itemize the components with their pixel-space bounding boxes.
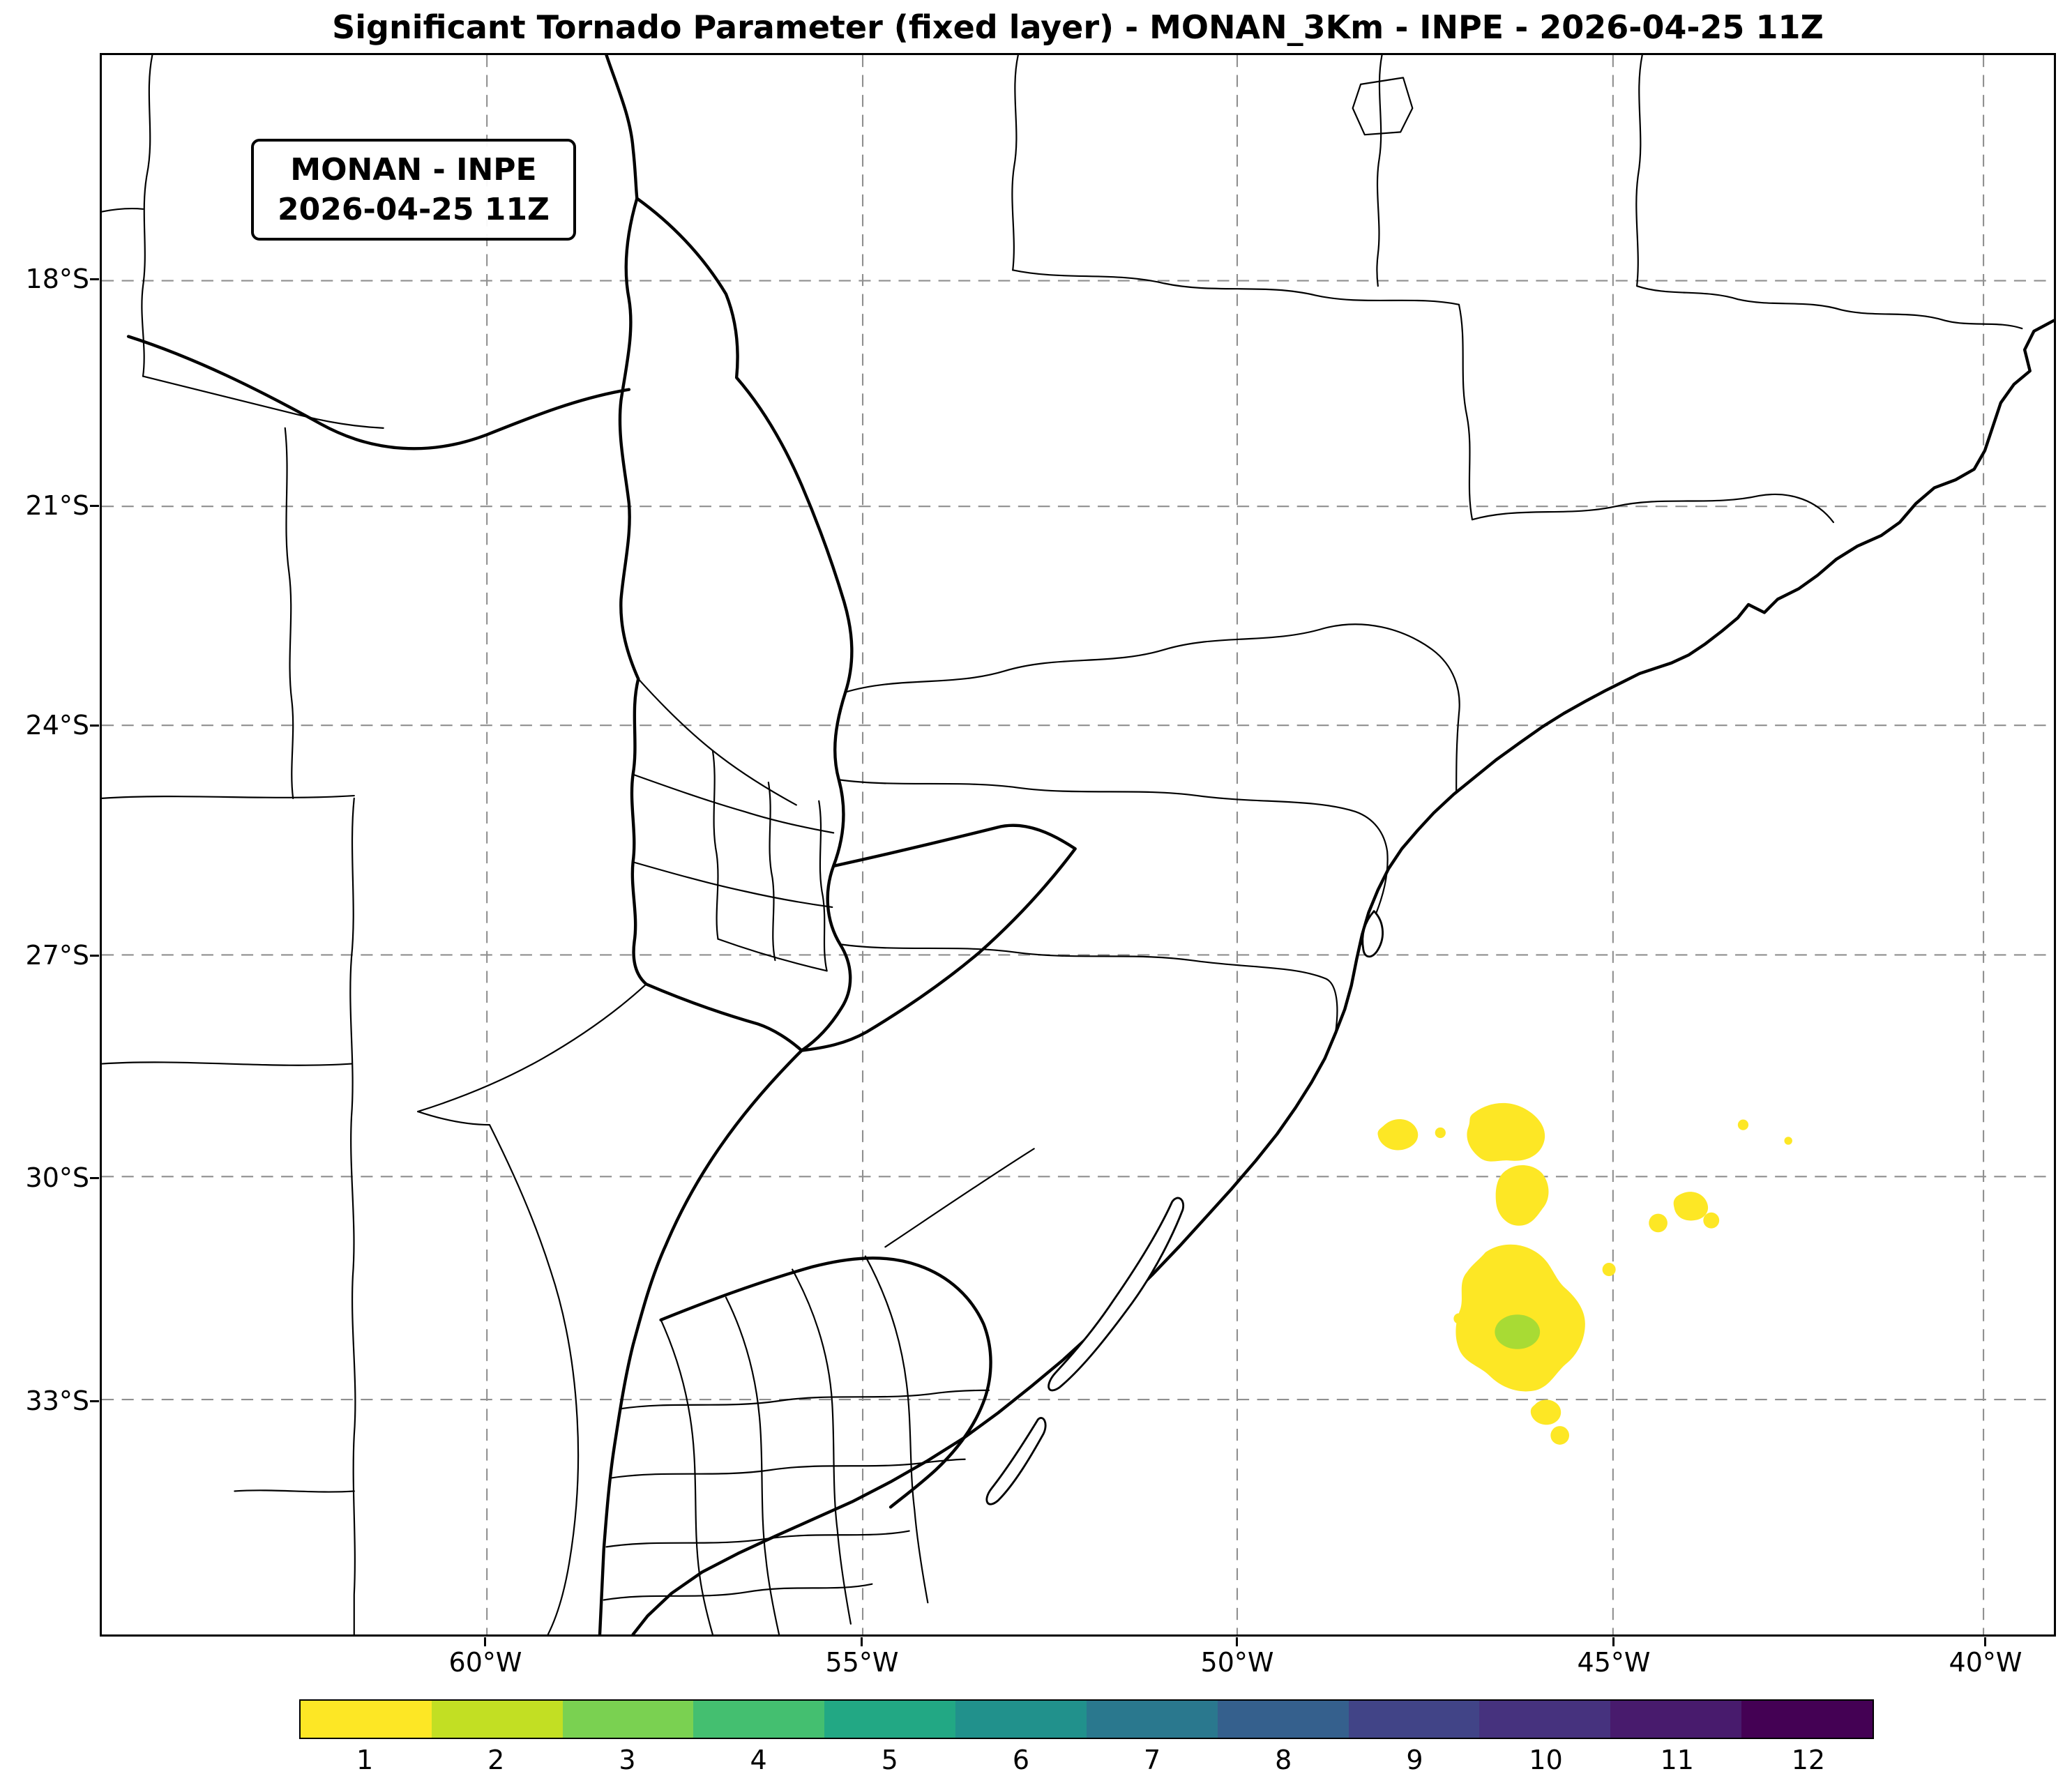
lat-tick [90,278,99,280]
lagoa-mirim [985,1417,1047,1505]
lon-tick [1236,1637,1238,1646]
lat-tick [90,505,99,507]
paraguay-river-border [605,55,640,681]
lat-label-24s: 24°S [25,710,89,741]
colorbar-tick-label: 8 [1275,1745,1292,1775]
colorbar-segment [1086,1701,1218,1738]
colorbar-segment [1348,1701,1480,1738]
colorbar-tick-label: 3 [619,1745,636,1775]
colorbar-segment [1610,1701,1742,1738]
map-axes: MONAN - INPE 2026-04-25 11Z [100,53,2056,1637]
misiones-border [800,824,1077,1052]
paraguay-argentina-border [630,677,803,1052]
colorbar-tick-label: 11 [1660,1745,1694,1775]
lon-label-50w: 50°W [1200,1647,1274,1678]
colorbar-tick-labels: 1 2 3 4 5 6 7 8 9 10 11 12 [299,1745,1874,1778]
coastal-island [1361,910,1384,958]
model-info-box: MONAN - INPE 2026-04-25 11Z [251,139,576,241]
colorbar-segment [1217,1701,1349,1738]
parana-river-border [635,197,854,1052]
uruguay-river-border [598,1049,803,1634]
colorbar-segment [693,1701,825,1738]
lon-tick [1984,1637,1986,1646]
chart-title: Significant Tornado Parameter (fixed lay… [332,8,1824,46]
graticule-gridlines [102,55,2054,1634]
model-name: MONAN - INPE [290,152,537,188]
uruguay-brazil-border [659,1257,992,1509]
colorbar-segment [1741,1701,1873,1738]
lagoa-dos-patos [1048,1197,1185,1392]
lat-tick [90,955,99,957]
water-features [985,910,1384,1505]
lat-label-27s: 27°S [25,940,89,971]
coastline-path [631,319,2054,1634]
lat-tick [90,1400,99,1402]
colorbar-tick-label: 1 [356,1745,374,1775]
colorbar-segment [301,1701,432,1738]
model-datetime: 2026-04-25 11Z [278,192,550,228]
country-borders [126,55,2054,1634]
lon-tick [484,1637,486,1646]
lon-tick [861,1637,863,1646]
colorbar [299,1699,1874,1739]
colorbar-tick-label: 12 [1791,1745,1826,1775]
lon-tick [1612,1637,1615,1646]
lon-label-40w: 40°W [1949,1647,2022,1678]
lat-tick [90,1177,99,1179]
colorbar-tick-label: 4 [750,1745,767,1775]
colorbar-tick-label: 7 [1143,1745,1161,1775]
lat-tick [90,724,99,727]
colorbar-tick-label: 10 [1529,1745,1563,1775]
pilcomayo-border [126,335,631,450]
lat-label-30s: 30°S [25,1162,89,1193]
lat-label-33s: 33°S [25,1386,89,1416]
colorbar-tick-label: 9 [1406,1745,1423,1775]
colorbar-segment [562,1701,694,1738]
lon-label-55w: 55°W [825,1647,899,1678]
colorbar-gradient [301,1701,1873,1738]
colorbar-segment [431,1701,563,1738]
map-canvas [102,55,2054,1634]
colorbar-segment [824,1701,956,1738]
lat-label-21s: 21°S [25,490,89,521]
colorbar-tick-label: 2 [487,1745,505,1775]
lon-label-60w: 60°W [448,1647,522,1678]
lon-label-45w: 45°W [1577,1647,1651,1678]
stp-filled-contours [1377,1102,1792,1445]
colorbar-segment [1479,1701,1611,1738]
colorbar-segment [955,1701,1087,1738]
colorbar-tick-label: 6 [1012,1745,1029,1775]
lat-label-18s: 18°S [25,264,89,294]
admin-borders [102,55,2023,1634]
colorbar-tick-label: 5 [881,1745,898,1775]
